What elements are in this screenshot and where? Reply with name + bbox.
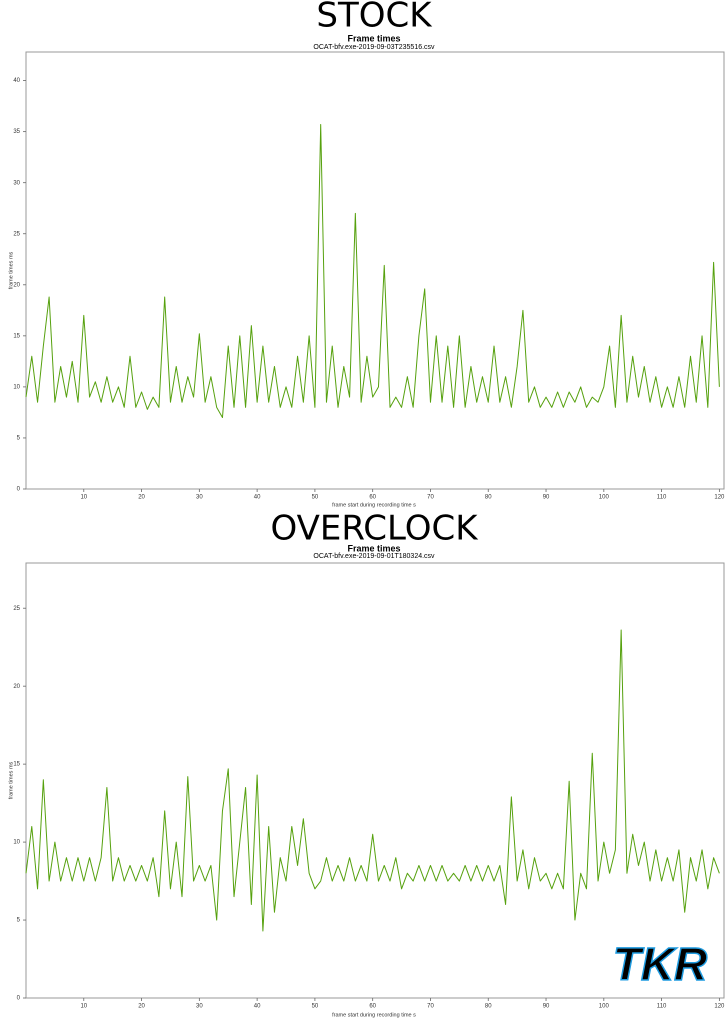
y-tick-label: 20 [13,684,20,690]
x-tick-label: 30 [196,1004,203,1010]
watermark-logo: TKR [613,938,708,990]
x-tick-label: 110 [657,1004,667,1010]
frame-time-line [25,123,720,419]
plot-frame [25,51,725,490]
y-tick-label: 30 [13,180,20,186]
x-tick-label: 120 [714,495,725,501]
x-tick-label: 60 [369,495,376,501]
x-tick-label: 50 [312,495,319,501]
y-tick-label: 15 [13,762,20,768]
y-tick-label: 35 [13,129,20,135]
x-tick-label: 100 [599,1004,610,1010]
y-tick-label: 10 [13,840,20,846]
x-tick-label: 10 [80,495,87,501]
plot-frame [25,562,725,999]
x-tick-label: 40 [254,1004,261,1010]
y-tick-label: 0 [17,487,21,493]
y-tick-label: 5 [17,918,21,924]
y-tick-label: 25 [13,606,20,612]
x-axis-label: frame start during recording time s [332,1012,416,1018]
x-tick-label: 50 [312,1004,319,1010]
y-tick-label: 40 [13,78,20,84]
y-axis-label: frame times ms [8,251,14,289]
chart-subtitle: OCAT-bfv.exe-2019-09-01T180324.csv [313,553,435,560]
y-axis-label: frame times ms [8,761,14,799]
y-tick-label: 0 [17,996,21,1002]
x-tick-label: 20 [138,1004,145,1010]
x-tick-label: 10 [80,1004,87,1010]
x-tick-label: 70 [427,495,434,501]
chart-heading: OVERCLOCK [270,509,479,549]
x-tick-label: 90 [543,495,550,501]
chart-subtitle: OCAT-bfv.exe-2019-09-03T235516.csv [313,44,435,51]
x-tick-label: 110 [657,495,667,501]
x-tick-label: 80 [485,1004,492,1010]
x-tick-label: 100 [599,495,610,501]
x-tick-label: 90 [543,1004,550,1010]
x-tick-label: 80 [485,495,492,501]
y-tick-label: 20 [13,282,20,288]
chart-title: Frame times [347,543,400,553]
y-tick-label: 25 [13,231,20,237]
x-tick-label: 60 [369,1004,376,1010]
x-tick-label: 70 [427,1004,434,1010]
chart-title: Frame times [347,33,400,43]
x-tick-label: 30 [196,495,203,501]
x-tick-label: 40 [254,495,261,501]
y-tick-label: 10 [13,384,20,390]
x-tick-label: 120 [714,1004,725,1010]
chart-heading: STOCK [316,0,433,36]
x-tick-label: 20 [138,495,145,501]
frame-time-line [25,629,720,932]
x-axis-label: frame start during recording time s [332,502,416,508]
y-tick-label: 5 [17,436,21,442]
y-tick-label: 15 [13,333,20,339]
